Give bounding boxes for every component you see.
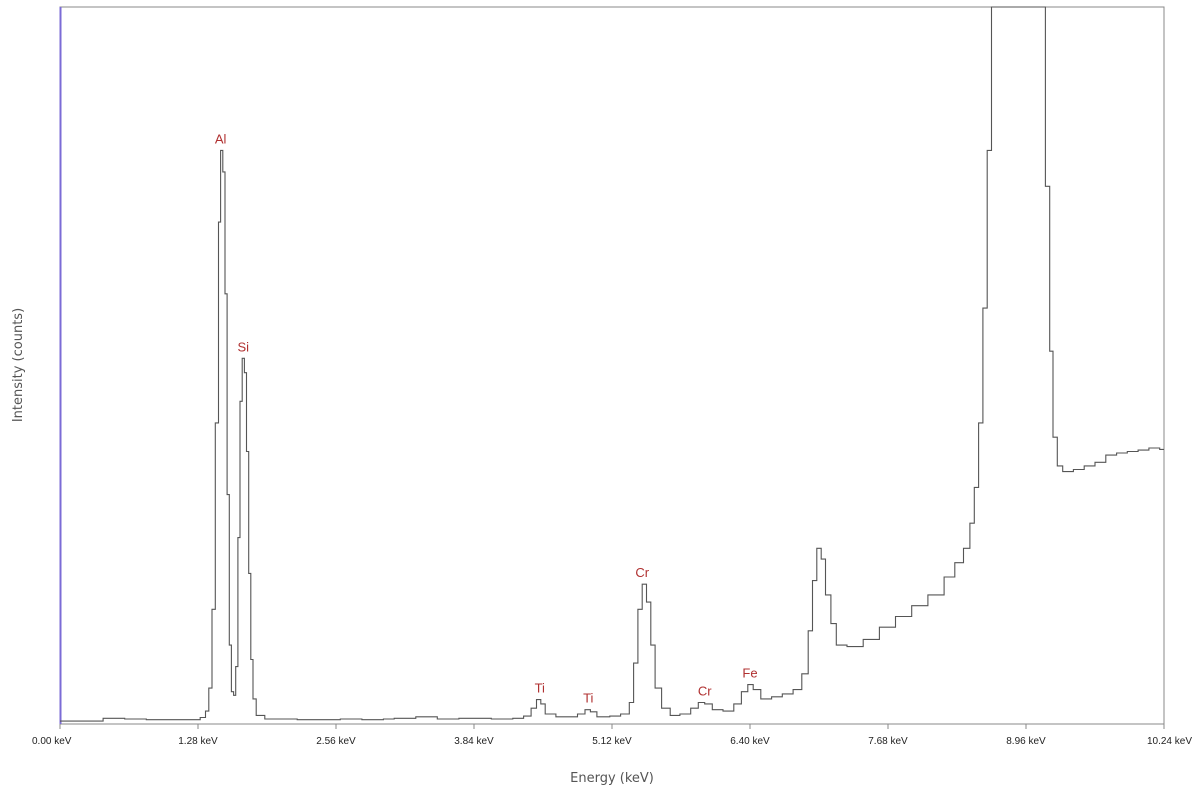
x-axis-title: Energy (keV) [570,771,654,786]
spectrum-line-0 [60,6,1164,722]
x-tick-label: 2.56 keV [316,736,356,747]
x-tick-label: 3.84 keV [454,736,494,747]
x-tick-label: 8.96 keV [1006,736,1046,747]
plot-frame [59,6,1165,725]
peak-label-cr: Cr [698,683,712,698]
peak-label-al: Al [215,131,227,146]
x-tick-label: 10.24 keV [1147,736,1192,747]
x-tick-label: 7.68 keV [868,736,908,747]
peak-labels: Al Si Ti Ti Cr Cr Fe [215,131,758,705]
x-axis-ticks: 0.00 keV 1.28 keV 2.56 keV 3.84 keV 5.12 keV… [32,724,1192,747]
spectrum-series [60,6,1164,722]
x-tick-label: 6.40 keV [730,736,770,747]
y-axis-title: Intensity (counts) [11,308,26,422]
peak-label-ti: Ti [583,691,593,706]
x-tick-label: 5.12 keV [592,736,632,747]
x-tick-label: 1.28 keV [178,736,218,747]
peak-label-si: Si [238,339,250,354]
x-tick-label: 0.00 keV [32,736,72,747]
peak-label-fe: Fe [742,666,757,681]
peak-label-cr: Cr [635,565,649,580]
peak-label-ti: Ti [535,681,545,696]
